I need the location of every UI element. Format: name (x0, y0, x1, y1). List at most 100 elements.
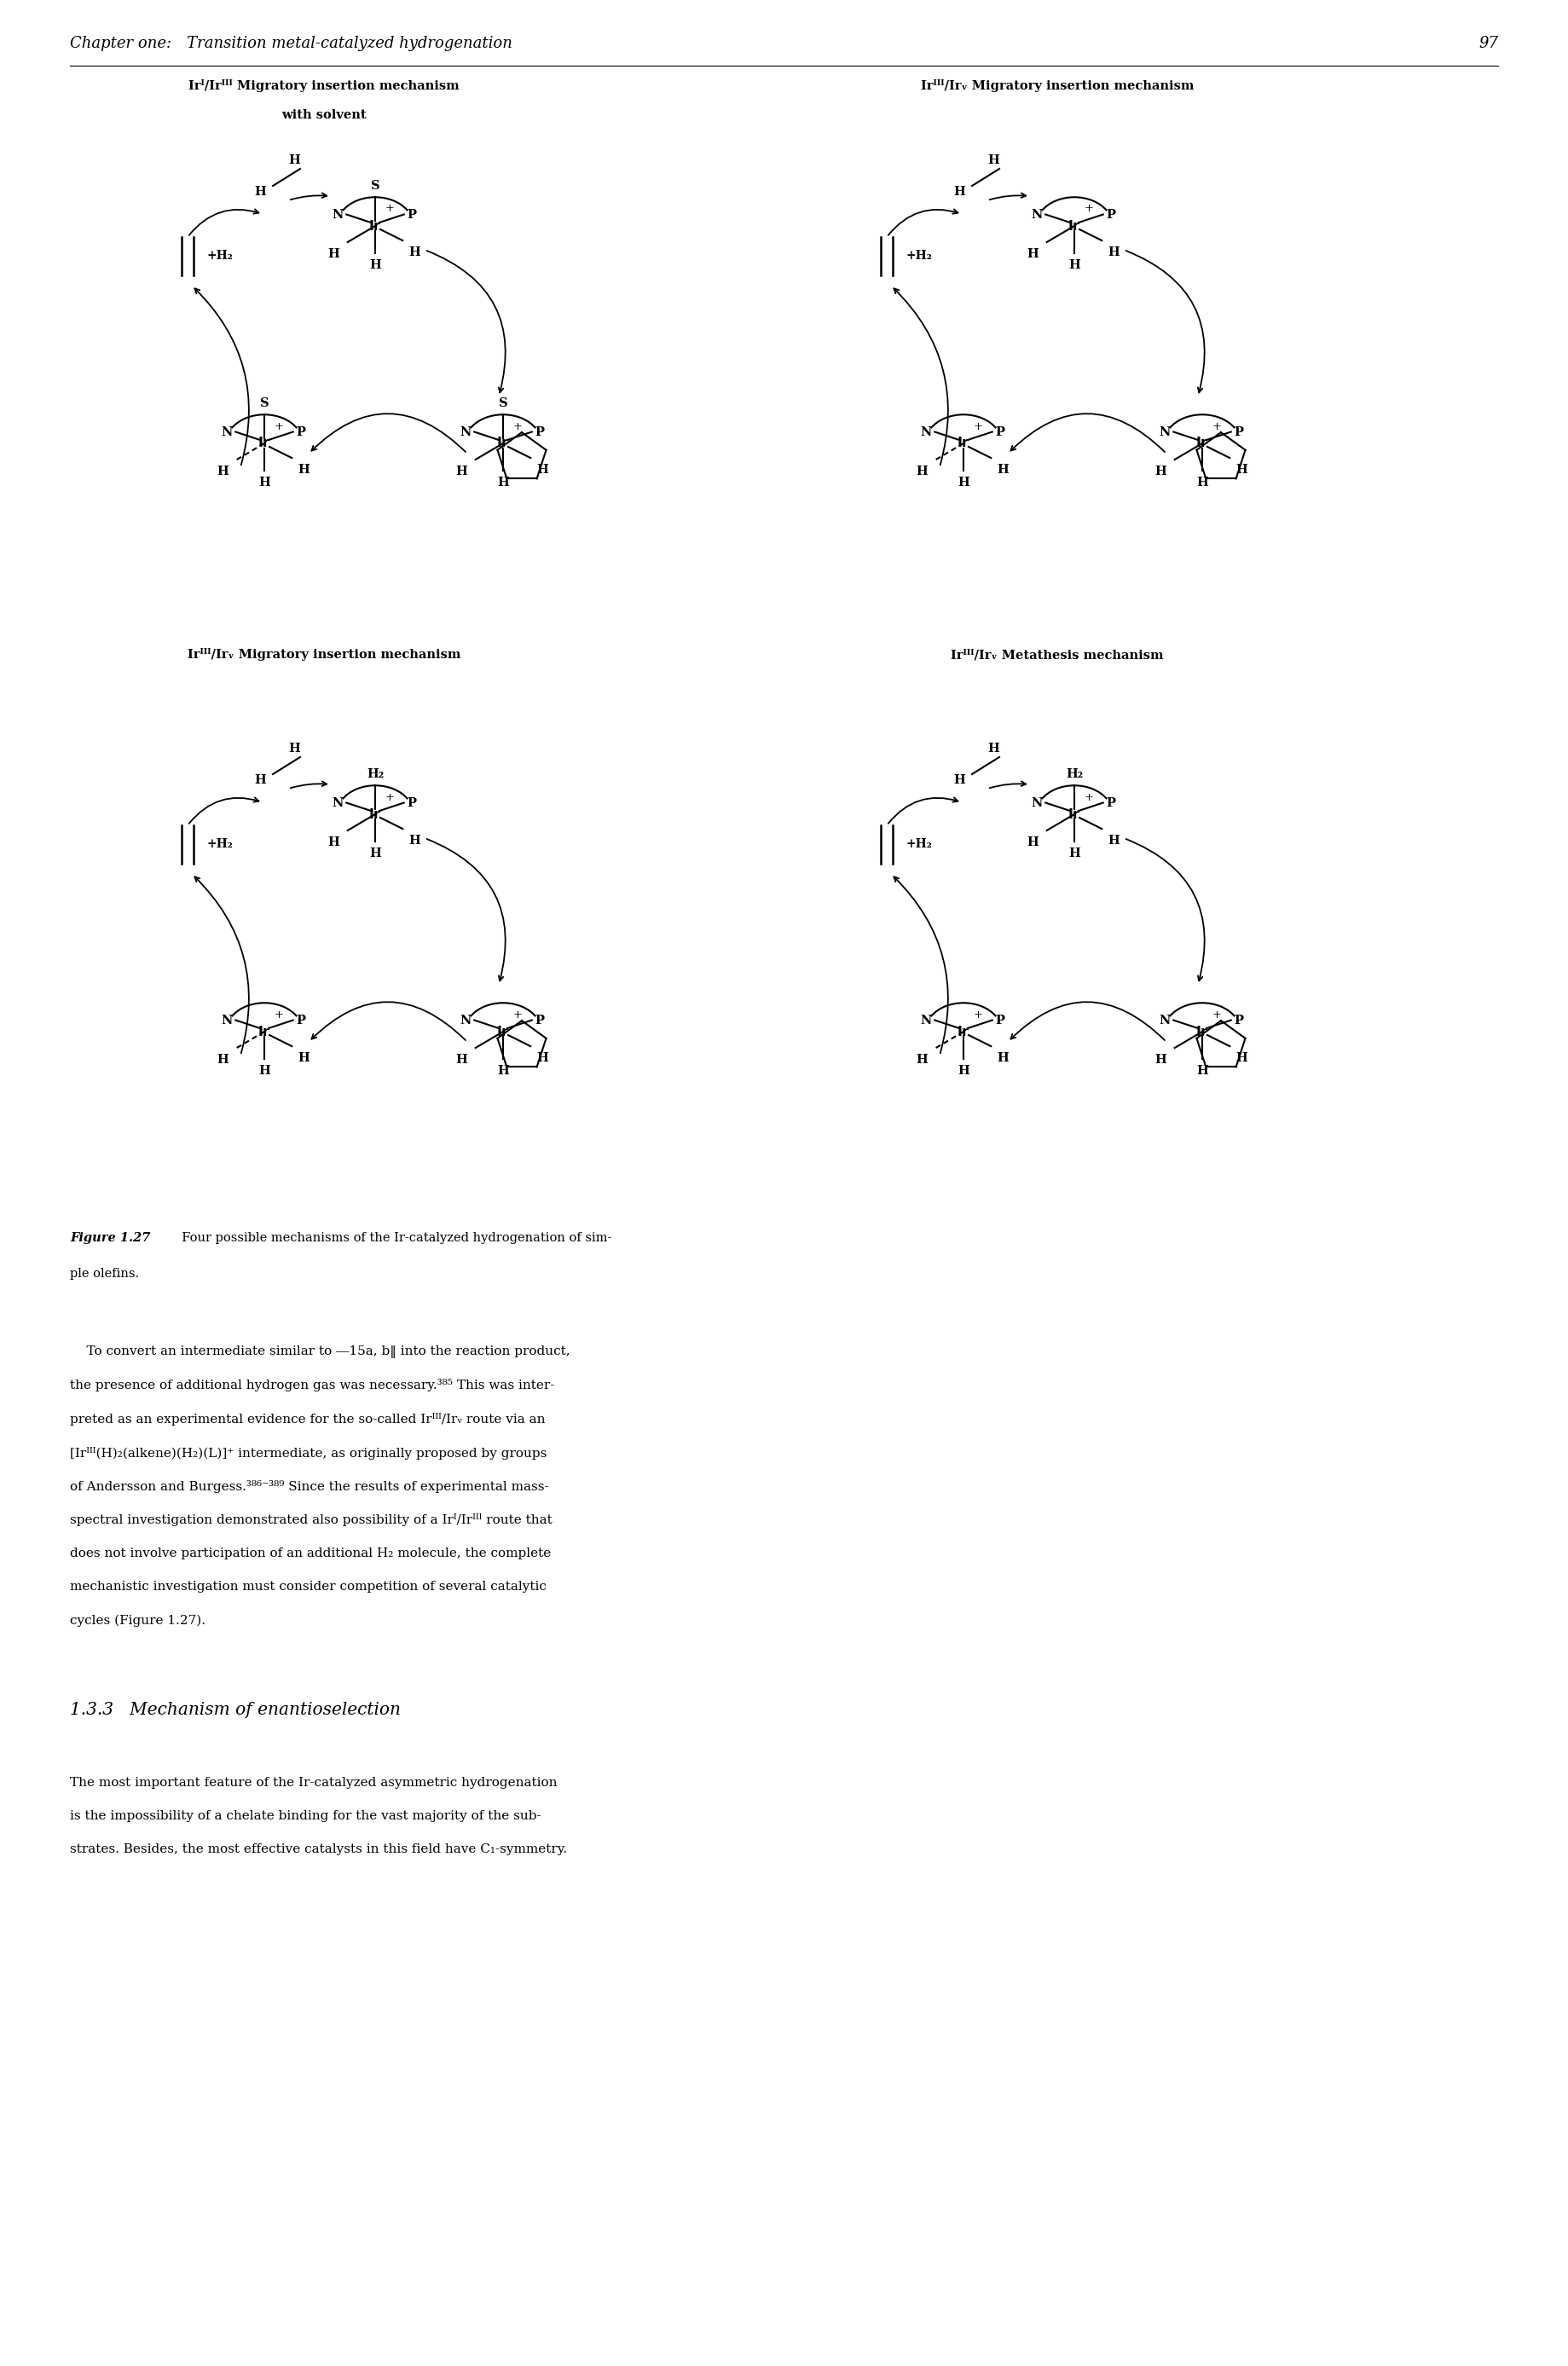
Text: H: H (997, 464, 1008, 476)
Text: +: + (1083, 793, 1093, 802)
Text: N: N (1159, 426, 1171, 438)
Text: Irᴵ/Irᴵᴵᴵ Migratory insertion mechanism: Irᴵ/Irᴵᴵᴵ Migratory insertion mechanism (188, 80, 459, 92)
Text: H: H (370, 260, 381, 272)
Text: H: H (916, 466, 928, 478)
Text: H: H (497, 478, 510, 490)
Text: Irᴵᴵᴵ/Irᵥ Metathesis mechanism: Irᴵᴵᴵ/Irᵥ Metathesis mechanism (950, 648, 1163, 660)
Text: P: P (406, 208, 416, 220)
Text: Ir: Ir (1196, 438, 1209, 450)
Text: Ir: Ir (259, 1024, 270, 1039)
Text: P: P (1234, 426, 1243, 438)
Text: P: P (296, 1015, 306, 1027)
Text: H₂: H₂ (367, 769, 384, 781)
Text: +H₂: +H₂ (207, 251, 232, 263)
Text: H: H (409, 246, 420, 258)
Text: H: H (259, 1065, 270, 1077)
Text: H: H (1156, 1053, 1167, 1065)
Text: The most important feature of the Ir-catalyzed asymmetric hydrogenation: The most important feature of the Ir-cat… (71, 1777, 557, 1789)
Text: To convert an intermediate similar to ―15a, b‖ into the reaction product,: To convert an intermediate similar to ―1… (71, 1346, 571, 1358)
Text: N: N (459, 426, 472, 438)
Text: H: H (958, 1065, 969, 1077)
Text: H: H (289, 154, 299, 166)
Text: H: H (328, 248, 340, 260)
Text: is the impossibility of a chelate binding for the vast majority of the sub-: is the impossibility of a chelate bindin… (71, 1810, 541, 1822)
Text: H: H (298, 464, 309, 476)
Text: +: + (974, 1008, 983, 1020)
Text: +: + (513, 421, 522, 433)
Text: H: H (958, 478, 969, 490)
Text: does not involve participation of an additional H₂ molecule, the complete: does not involve participation of an add… (71, 1547, 550, 1559)
Text: strates. Besides, the most effective catalysts in this field have C₁-symmetry.: strates. Besides, the most effective cat… (71, 1843, 568, 1855)
Text: H: H (254, 774, 267, 786)
Text: H: H (1109, 835, 1120, 847)
Text: +H₂: +H₂ (207, 838, 232, 849)
Text: [Irᴵᴵᴵ(H)₂(alkene)(H₂)(L)]⁺ intermediate, as originally proposed by groups: [Irᴵᴵᴵ(H)₂(alkene)(H₂)(L)]⁺ intermediate… (71, 1446, 547, 1460)
Text: Ir: Ir (1196, 1024, 1209, 1039)
Text: S: S (370, 180, 379, 192)
Text: P: P (535, 426, 544, 438)
Text: N: N (332, 208, 343, 220)
Text: +H₂: +H₂ (905, 838, 931, 849)
Text: H: H (953, 774, 966, 786)
Text: P: P (996, 426, 1005, 438)
Text: Ir: Ir (1068, 220, 1080, 232)
Text: H: H (997, 1053, 1008, 1065)
Text: with solvent: with solvent (282, 109, 367, 121)
Text: H: H (536, 464, 549, 476)
Text: H: H (1068, 260, 1080, 272)
Text: H₂: H₂ (1066, 769, 1083, 781)
Text: spectral investigation demonstrated also possibility of a Irᴵ/Irᴵᴵᴵ route that: spectral investigation demonstrated also… (71, 1514, 552, 1526)
Text: H: H (988, 154, 999, 166)
Text: +: + (1083, 203, 1093, 215)
Text: P: P (406, 797, 416, 809)
Text: N: N (920, 1015, 931, 1027)
Text: H: H (289, 743, 299, 755)
Text: N: N (1032, 208, 1043, 220)
Text: H: H (1196, 478, 1207, 490)
Text: S: S (260, 397, 268, 409)
Text: Ir: Ir (497, 438, 510, 450)
Text: Ir: Ir (497, 1024, 510, 1039)
Text: Four possible mechanisms of the Ir-catalyzed hydrogenation of sim-: Four possible mechanisms of the Ir-catal… (174, 1233, 612, 1245)
Text: H: H (1027, 835, 1040, 847)
Text: H: H (218, 1053, 229, 1065)
Text: P: P (535, 1015, 544, 1027)
Text: P: P (1105, 208, 1115, 220)
Text: N: N (332, 797, 343, 809)
Text: H: H (218, 466, 229, 478)
Text: H: H (1196, 1065, 1207, 1077)
Text: Ir: Ir (368, 807, 381, 821)
Text: +: + (513, 1008, 522, 1020)
Text: P: P (1234, 1015, 1243, 1027)
Text: H: H (497, 1065, 510, 1077)
Text: Ir: Ir (1068, 807, 1080, 821)
Text: H: H (916, 1053, 928, 1065)
Text: H: H (456, 1053, 467, 1065)
Text: preted as an experimental evidence for the so-called Irᴵᴵᴵ/Irᵥ route via an: preted as an experimental evidence for t… (71, 1413, 546, 1427)
Text: ple olefins.: ple olefins. (71, 1268, 140, 1280)
Text: 1.3.3   Mechanism of enantioselection: 1.3.3 Mechanism of enantioselection (71, 1701, 401, 1718)
Text: H: H (298, 1053, 309, 1065)
Text: H: H (370, 847, 381, 859)
Text: +H₂: +H₂ (905, 251, 931, 263)
Text: +: + (274, 1008, 284, 1020)
Text: P: P (996, 1015, 1005, 1027)
Text: P: P (296, 426, 306, 438)
Text: Ir: Ir (958, 438, 969, 450)
Text: 97: 97 (1479, 35, 1497, 52)
Text: +: + (1212, 1008, 1221, 1020)
Text: Irᴵᴵᴵ/Irᵥ Migratory insertion mechanism: Irᴵᴵᴵ/Irᵥ Migratory insertion mechanism (920, 80, 1193, 92)
Text: Ir: Ir (259, 438, 270, 450)
Text: H: H (254, 187, 267, 199)
Text: the presence of additional hydrogen gas was necessary.³⁸⁵ This was inter-: the presence of additional hydrogen gas … (71, 1379, 555, 1391)
Text: +: + (386, 203, 394, 215)
Text: N: N (221, 1015, 234, 1027)
Text: of Andersson and Burgess.³⁸⁶⁻³⁸⁹ Since the results of experimental mass-: of Andersson and Burgess.³⁸⁶⁻³⁸⁹ Since t… (71, 1481, 549, 1493)
Text: mechanistic investigation must consider competition of several catalytic: mechanistic investigation must consider … (71, 1580, 546, 1592)
Text: H: H (456, 466, 467, 478)
Text: H: H (1236, 1053, 1248, 1065)
Text: Ir: Ir (958, 1024, 969, 1039)
Text: H: H (953, 187, 966, 199)
Text: H: H (259, 478, 270, 490)
Text: N: N (1032, 797, 1043, 809)
